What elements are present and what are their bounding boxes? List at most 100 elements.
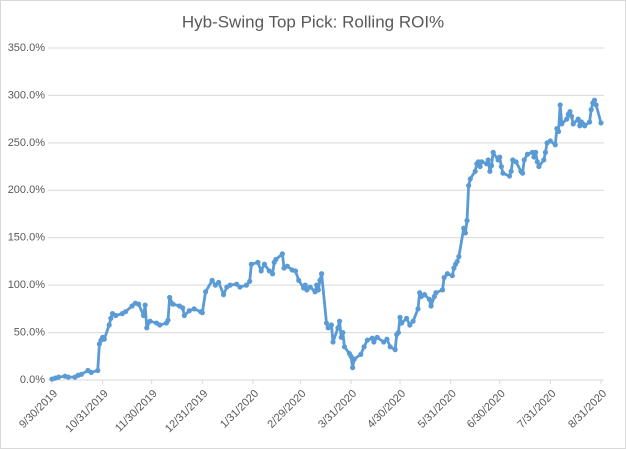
point bbox=[454, 258, 460, 265]
point bbox=[464, 218, 470, 224]
point bbox=[588, 107, 594, 113]
point bbox=[564, 116, 570, 122]
point bbox=[314, 282, 320, 288]
point bbox=[122, 309, 129, 315]
point bbox=[358, 351, 364, 357]
point bbox=[384, 336, 390, 342]
point bbox=[392, 347, 398, 353]
point bbox=[307, 284, 313, 290]
point bbox=[220, 292, 227, 298]
point bbox=[500, 170, 506, 176]
point bbox=[350, 365, 356, 371]
y-tick-label: 50.0% bbox=[14, 326, 45, 338]
point bbox=[248, 261, 254, 267]
point bbox=[302, 282, 308, 288]
point bbox=[279, 251, 285, 257]
point bbox=[508, 168, 514, 174]
point bbox=[490, 149, 496, 155]
point bbox=[567, 108, 573, 115]
point bbox=[191, 306, 197, 312]
point bbox=[487, 168, 493, 174]
point bbox=[255, 259, 261, 265]
point bbox=[477, 163, 483, 170]
y-tick-label: 200.0% bbox=[8, 184, 46, 196]
grid: 0.0% 50.0% 100.0% 150.0% 200.0% 250.0% 300.0% 3… bbox=[8, 42, 604, 386]
point bbox=[461, 225, 467, 231]
point bbox=[555, 128, 562, 135]
point bbox=[531, 154, 537, 160]
point bbox=[330, 339, 336, 345]
point bbox=[533, 149, 539, 155]
point bbox=[598, 120, 604, 126]
point bbox=[488, 163, 495, 169]
point bbox=[403, 315, 410, 321]
point bbox=[521, 157, 527, 163]
point bbox=[498, 163, 504, 170]
point bbox=[165, 317, 171, 323]
point bbox=[157, 322, 163, 328]
point bbox=[421, 292, 428, 298]
point bbox=[296, 277, 302, 283]
point bbox=[534, 159, 540, 165]
point bbox=[497, 154, 503, 160]
point bbox=[315, 287, 321, 293]
point bbox=[95, 367, 101, 374]
point bbox=[209, 277, 215, 283]
point bbox=[216, 279, 222, 285]
point bbox=[361, 344, 367, 350]
point bbox=[101, 336, 107, 342]
point bbox=[108, 315, 114, 321]
point bbox=[371, 339, 377, 345]
point bbox=[541, 157, 547, 163]
y-tick-label: 150.0% bbox=[8, 232, 46, 244]
point bbox=[593, 102, 599, 108]
point bbox=[472, 168, 478, 174]
point bbox=[415, 306, 421, 312]
point bbox=[524, 151, 531, 157]
point bbox=[456, 254, 462, 260]
point bbox=[88, 369, 94, 376]
point bbox=[568, 113, 575, 119]
point bbox=[387, 344, 393, 350]
point bbox=[485, 157, 491, 163]
y-tick-label: 250.0% bbox=[8, 137, 46, 149]
point bbox=[591, 97, 598, 103]
point bbox=[439, 287, 446, 293]
point bbox=[113, 312, 119, 319]
point bbox=[318, 271, 325, 277]
point bbox=[467, 176, 473, 182]
point bbox=[170, 301, 176, 307]
point bbox=[542, 149, 549, 155]
point bbox=[237, 284, 243, 290]
point bbox=[323, 320, 330, 326]
point bbox=[335, 325, 341, 331]
point bbox=[449, 273, 455, 279]
point bbox=[317, 277, 323, 283]
point bbox=[586, 119, 593, 125]
point bbox=[410, 318, 416, 324]
point bbox=[351, 356, 357, 362]
point bbox=[466, 182, 472, 189]
point bbox=[582, 123, 588, 129]
point bbox=[142, 302, 148, 308]
point bbox=[140, 312, 147, 319]
y-tick-label: 300.0% bbox=[8, 89, 46, 101]
point bbox=[180, 305, 186, 311]
point bbox=[519, 170, 526, 176]
point bbox=[479, 159, 485, 165]
plot bbox=[49, 97, 604, 382]
point bbox=[273, 256, 279, 263]
point bbox=[397, 314, 403, 320]
chart-title: Hyb-Swing Top Pick: Rolling ROI% bbox=[182, 12, 444, 31]
point bbox=[269, 271, 276, 277]
point bbox=[399, 320, 405, 326]
point bbox=[407, 322, 413, 328]
point bbox=[426, 296, 433, 302]
point bbox=[374, 334, 380, 340]
point bbox=[444, 271, 451, 277]
point bbox=[341, 344, 348, 350]
point bbox=[536, 163, 542, 170]
point bbox=[65, 374, 71, 380]
point bbox=[462, 230, 468, 236]
